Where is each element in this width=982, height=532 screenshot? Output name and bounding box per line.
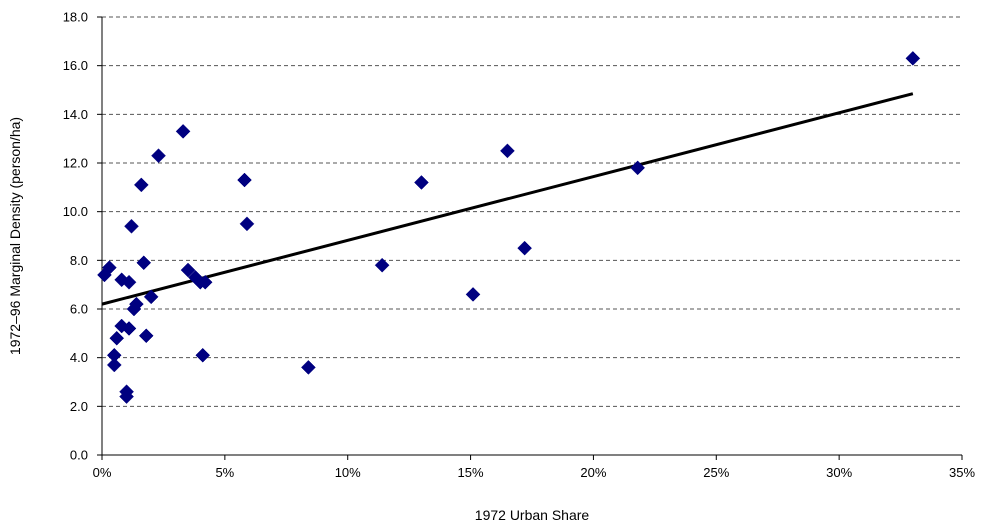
data-point — [175, 124, 191, 139]
y-tick-label: 8.0 — [70, 253, 88, 268]
y-axis-ticks: 0.0 2.0 4.0 6.0 8.0 10.0 12.0 14.0 16.0 18.0 — [63, 10, 102, 463]
data-point — [129, 296, 144, 312]
y-axis-title: 1972–96 Marginal Density (person/ha) — [7, 117, 23, 355]
y-tick-label: 4.0 — [70, 350, 88, 365]
data-point — [124, 218, 139, 234]
x-tick-label: 0% — [93, 465, 112, 480]
data-point — [121, 274, 137, 290]
trendline-group — [101, 92, 914, 306]
x-tick-label: 35% — [949, 465, 975, 480]
data-point — [133, 177, 149, 193]
data-point — [121, 321, 137, 336]
data-point — [237, 172, 252, 188]
y-tick-label: 0.0 — [70, 448, 88, 463]
data-point — [119, 389, 134, 404]
x-tick-label: 10% — [335, 465, 361, 480]
data-point — [465, 287, 481, 302]
data-point — [102, 260, 117, 275]
data-point — [136, 255, 152, 271]
data-point — [500, 143, 515, 159]
data-point — [195, 347, 211, 363]
data-point — [301, 360, 316, 375]
y-tick-label: 2.0 — [70, 399, 88, 414]
data-point — [109, 330, 125, 346]
data-point — [905, 51, 921, 66]
data-point — [239, 216, 255, 232]
x-axis-title: 1972 Urban Share — [475, 507, 590, 523]
y-tick-label: 16.0 — [63, 58, 88, 73]
y-tick-label: 18.0 — [63, 10, 88, 25]
trendline — [101, 92, 914, 306]
data-point — [151, 148, 166, 164]
y-tick-label: 6.0 — [70, 302, 88, 317]
gridlines — [102, 16, 962, 407]
x-tick-label: 25% — [703, 465, 729, 480]
axes — [101, 17, 962, 456]
data-point — [114, 318, 130, 334]
x-tick-label: 15% — [458, 465, 484, 480]
x-tick-label: 30% — [826, 465, 852, 480]
data-point — [143, 289, 159, 305]
data-point — [106, 357, 122, 373]
data-point — [114, 272, 130, 288]
data-point — [414, 175, 429, 190]
x-tick-label: 5% — [215, 465, 234, 480]
data-point — [180, 262, 196, 278]
data-point — [138, 328, 154, 344]
data-point — [517, 240, 532, 256]
data-point — [374, 257, 390, 273]
data-point — [630, 160, 646, 176]
y-tick-label: 12.0 — [63, 156, 88, 171]
y-tick-label: 14.0 — [63, 107, 88, 122]
x-axis-ticks: 0% 5% 10% 15% 20% 25% 30% 35% — [93, 455, 975, 480]
data-point — [197, 274, 213, 290]
data-points — [97, 51, 921, 404]
x-tick-label: 20% — [580, 465, 606, 480]
y-tick-label: 10.0 — [63, 204, 88, 219]
